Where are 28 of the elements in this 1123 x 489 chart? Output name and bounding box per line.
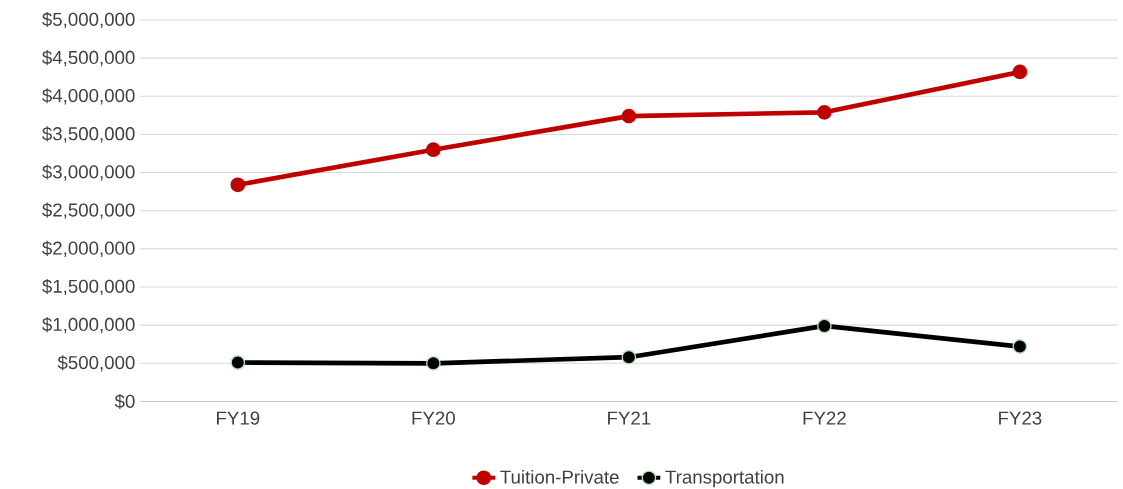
- y-tick-label: $500,000: [57, 354, 135, 372]
- y-tick-label: $1,500,000: [42, 278, 135, 295]
- point: [817, 318, 832, 334]
- legend-label: Transportation: [665, 469, 784, 488]
- y-tick-label: $3,000,000: [42, 164, 135, 181]
- x-tick-label: FY19: [217, 411, 260, 425]
- point: [426, 142, 441, 157]
- point: [426, 355, 441, 371]
- y-tick-label: $5,000,000: [42, 11, 135, 28]
- y-tick-label: $4,500,000: [42, 49, 135, 67]
- point: [230, 354, 246, 370]
- point: [1012, 338, 1028, 354]
- point: [1012, 64, 1028, 79]
- y-tick-label: $2,000,000: [42, 240, 135, 257]
- x-tick-label: FY21: [608, 411, 651, 425]
- x-tick-label: FY20: [412, 411, 455, 425]
- point: [230, 177, 246, 192]
- x-tick-label: FY23: [999, 411, 1042, 425]
- y-tick-label: $1,000,000: [42, 316, 135, 334]
- y-tick-label: $4,000,000: [42, 87, 135, 105]
- y-tick-label: $2,500,000: [42, 202, 135, 219]
- point: [817, 104, 832, 120]
- y-tick-label: $3,500,000: [42, 126, 135, 143]
- x-tick-label: FY22: [803, 411, 846, 425]
- y-tick-label: $0: [114, 393, 135, 409]
- legend-label: Tuition-Private: [500, 469, 619, 484]
- point: [621, 349, 637, 365]
- point: [621, 108, 637, 124]
